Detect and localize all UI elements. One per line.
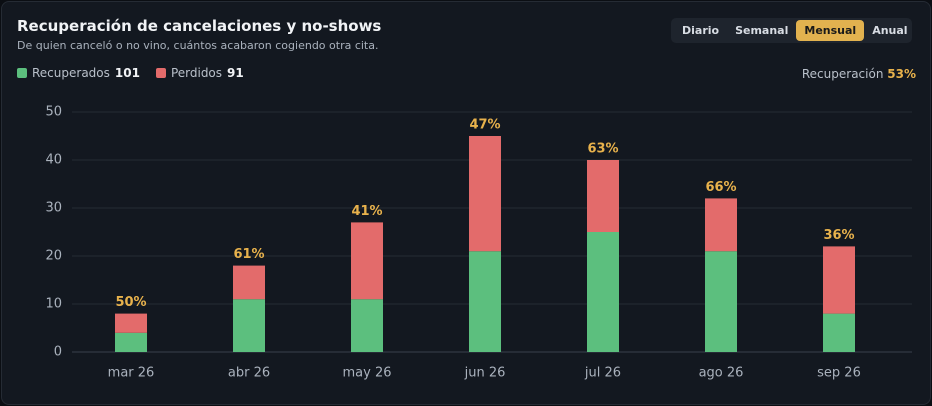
- bar-segment: [705, 251, 737, 352]
- legend-total: 101: [114, 66, 140, 80]
- chart-subtitle: De quien canceló o no vino, cuántos acab…: [17, 39, 379, 52]
- x-tick-label: abr 26: [228, 366, 270, 381]
- tab[interactable]: Semanal: [735, 24, 789, 37]
- legend-label: Recuperados: [32, 66, 110, 80]
- rate-label: 61%: [233, 247, 264, 262]
- legend-total: 91: [227, 66, 244, 80]
- x-tick-label: jun 26: [464, 366, 506, 381]
- x-tick-label: sep 26: [817, 366, 861, 381]
- x-tick-label: ago 26: [699, 366, 744, 381]
- bar-segment: [469, 251, 501, 352]
- bar-segment: [587, 160, 619, 232]
- x-tick-label: may 26: [343, 366, 392, 381]
- rate-label: 66%: [705, 180, 736, 195]
- rate-label: 36%: [823, 228, 854, 243]
- rate-label: 47%: [469, 118, 500, 133]
- x-tick-label: mar 26: [108, 366, 155, 381]
- bar-segment: [823, 313, 855, 352]
- bar-segment: [115, 332, 147, 352]
- legend-label: Perdidos: [170, 66, 223, 80]
- summary-label: Recuperación: [801, 67, 884, 81]
- bar-segment: [823, 246, 855, 314]
- bar-segment: [115, 313, 147, 333]
- x-tick-label: jul 26: [584, 366, 621, 381]
- y-tick-label: 0: [54, 345, 62, 360]
- rate-label: 50%: [115, 295, 146, 310]
- bar-segment: [351, 299, 383, 352]
- summary: Recuperación 53%: [802, 67, 916, 81]
- y-tick-label: 30: [45, 201, 62, 216]
- legend: Recuperados 101 Perdidos 91: [17, 66, 260, 80]
- rate-label: 63%: [587, 142, 618, 157]
- period-tabs: Diario Semanal Mensual Anual: [671, 18, 912, 43]
- y-tick-label: 50: [45, 105, 62, 120]
- summary-value: 53%: [887, 67, 916, 81]
- y-tick-label: 20: [45, 249, 62, 264]
- legend-swatch: [155, 68, 166, 78]
- y-tick-label: 40: [45, 153, 62, 168]
- rate-label: 41%: [351, 204, 382, 219]
- bar-segment: [233, 265, 265, 300]
- bar-segment: [351, 222, 383, 300]
- bar-segment: [587, 232, 619, 352]
- tab[interactable]: Mensual: [796, 20, 865, 41]
- legend-swatch: [17, 68, 27, 78]
- y-tick-label: 10: [45, 297, 62, 312]
- bar-segment: [469, 136, 501, 252]
- chart-title: Recuperación de cancelaciones y no-shows: [17, 17, 382, 35]
- bar-segment: [233, 299, 265, 352]
- tab[interactable]: Diario: [682, 24, 720, 37]
- tab[interactable]: Anual: [872, 24, 908, 37]
- bar-segment: [705, 198, 737, 252]
